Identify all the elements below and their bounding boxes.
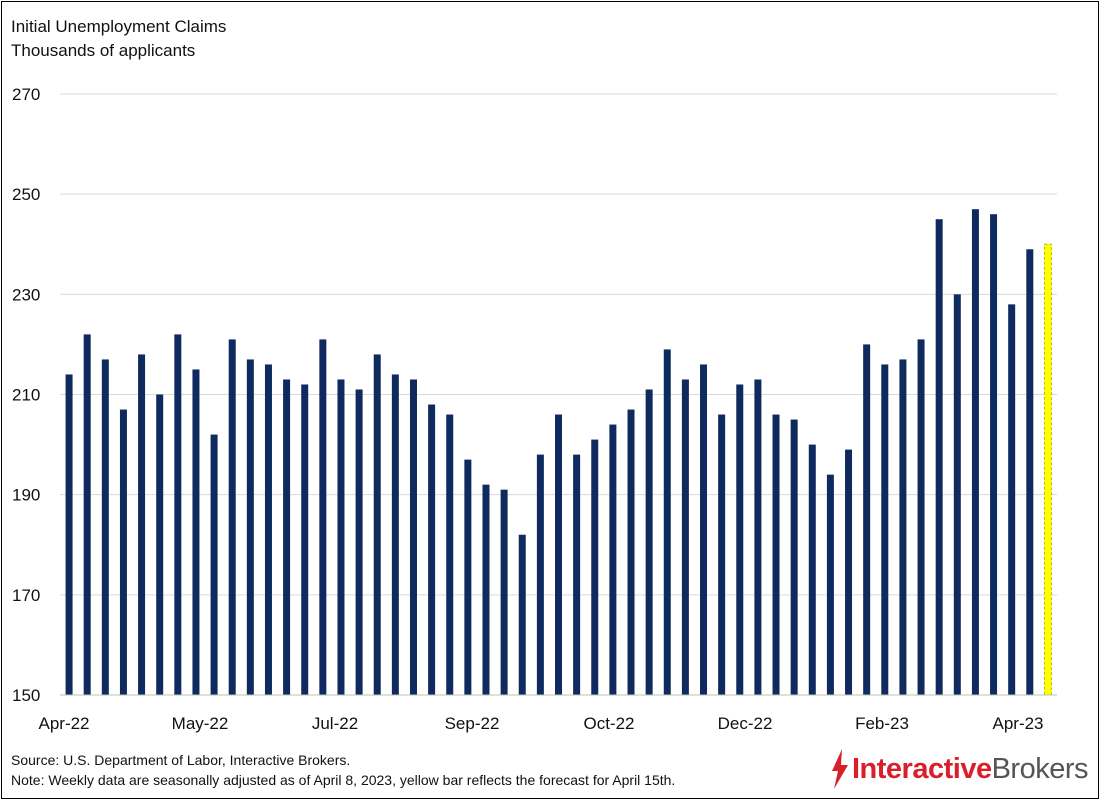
y-tick-label: 250 [12,185,40,204]
bar [210,434,218,695]
bar [754,379,762,695]
y-axis: 150 170 190 210 230 250 270 [12,85,40,705]
x-tick-label: Apr-23 [992,714,1043,733]
interactive-brokers-logo: InteractiveBrokers [828,745,1094,795]
bar [555,414,562,695]
source-note: Source: U.S. Department of Labor, Intera… [11,752,351,768]
bar [192,369,200,695]
x-tick-label: Oct-22 [583,714,634,733]
x-tick-label: Jul-22 [312,714,358,733]
bar [663,349,671,695]
bar [1026,249,1034,695]
bar [337,379,345,695]
bar [174,334,182,695]
x-tick-label: Dec-22 [718,714,773,733]
chart-title: Initial Unemployment Claims [11,17,227,36]
bar [228,339,236,695]
bar [283,379,291,695]
y-tick-label: 210 [12,386,40,405]
bar [935,219,943,696]
bar [482,484,490,695]
bar [609,424,617,695]
bar [808,444,816,695]
bar [246,359,254,695]
x-axis: Apr-22 May-22 Jul-22 Sep-22 Oct-22 Dec-22 Feb-… [38,694,1057,733]
bar [65,374,73,695]
bar [881,364,889,695]
bar [83,334,91,695]
bar [700,364,708,695]
y-tick-label: 170 [12,586,40,605]
x-tick-label: Feb-23 [855,714,909,733]
footnote: Note: Weekly data are seasonally adjuste… [11,772,676,788]
bar [917,339,925,695]
bar [391,374,399,695]
bar [826,474,834,695]
bar [863,344,871,695]
bar [446,414,454,695]
bar [301,384,309,695]
bar [156,394,164,695]
logo-text-interactive: Interactive [852,753,992,785]
bar [536,454,544,695]
bar [373,354,381,695]
bars [65,209,1034,696]
bar [573,454,581,695]
x-tick-label: May-22 [172,714,229,733]
bar [845,449,853,695]
bar [464,459,472,695]
bar [953,294,961,695]
bar [718,414,726,695]
bar [319,339,327,695]
bar [264,364,272,695]
bar [736,384,744,695]
bar [772,414,780,695]
bar [355,389,363,695]
y-tick-label: 150 [12,686,40,705]
x-tick-label: Sep-22 [445,714,500,733]
bar [971,209,979,696]
bar [990,214,998,695]
bar [627,409,635,695]
chart-subtitle: Thousands of applicants [11,41,196,60]
forecast-bar-group [1043,243,1052,696]
bar [500,489,508,695]
bar [409,379,417,695]
y-tick-label: 190 [12,486,40,505]
logo-flame-icon [832,749,848,789]
bar [428,404,436,695]
x-tick-label: Apr-22 [38,714,89,733]
y-tick-label: 230 [12,285,40,304]
bar [119,409,127,695]
logo-text-brokers: Brokers [991,753,1089,785]
forecast-bar [1043,243,1052,696]
bar [101,359,109,695]
bar [681,379,689,695]
bar [138,354,146,695]
bar [790,419,798,695]
bar [1008,304,1016,695]
bar [518,534,526,695]
bar [591,439,599,695]
bar [899,359,907,695]
y-tick-label: 270 [12,85,40,104]
bar [645,389,653,695]
